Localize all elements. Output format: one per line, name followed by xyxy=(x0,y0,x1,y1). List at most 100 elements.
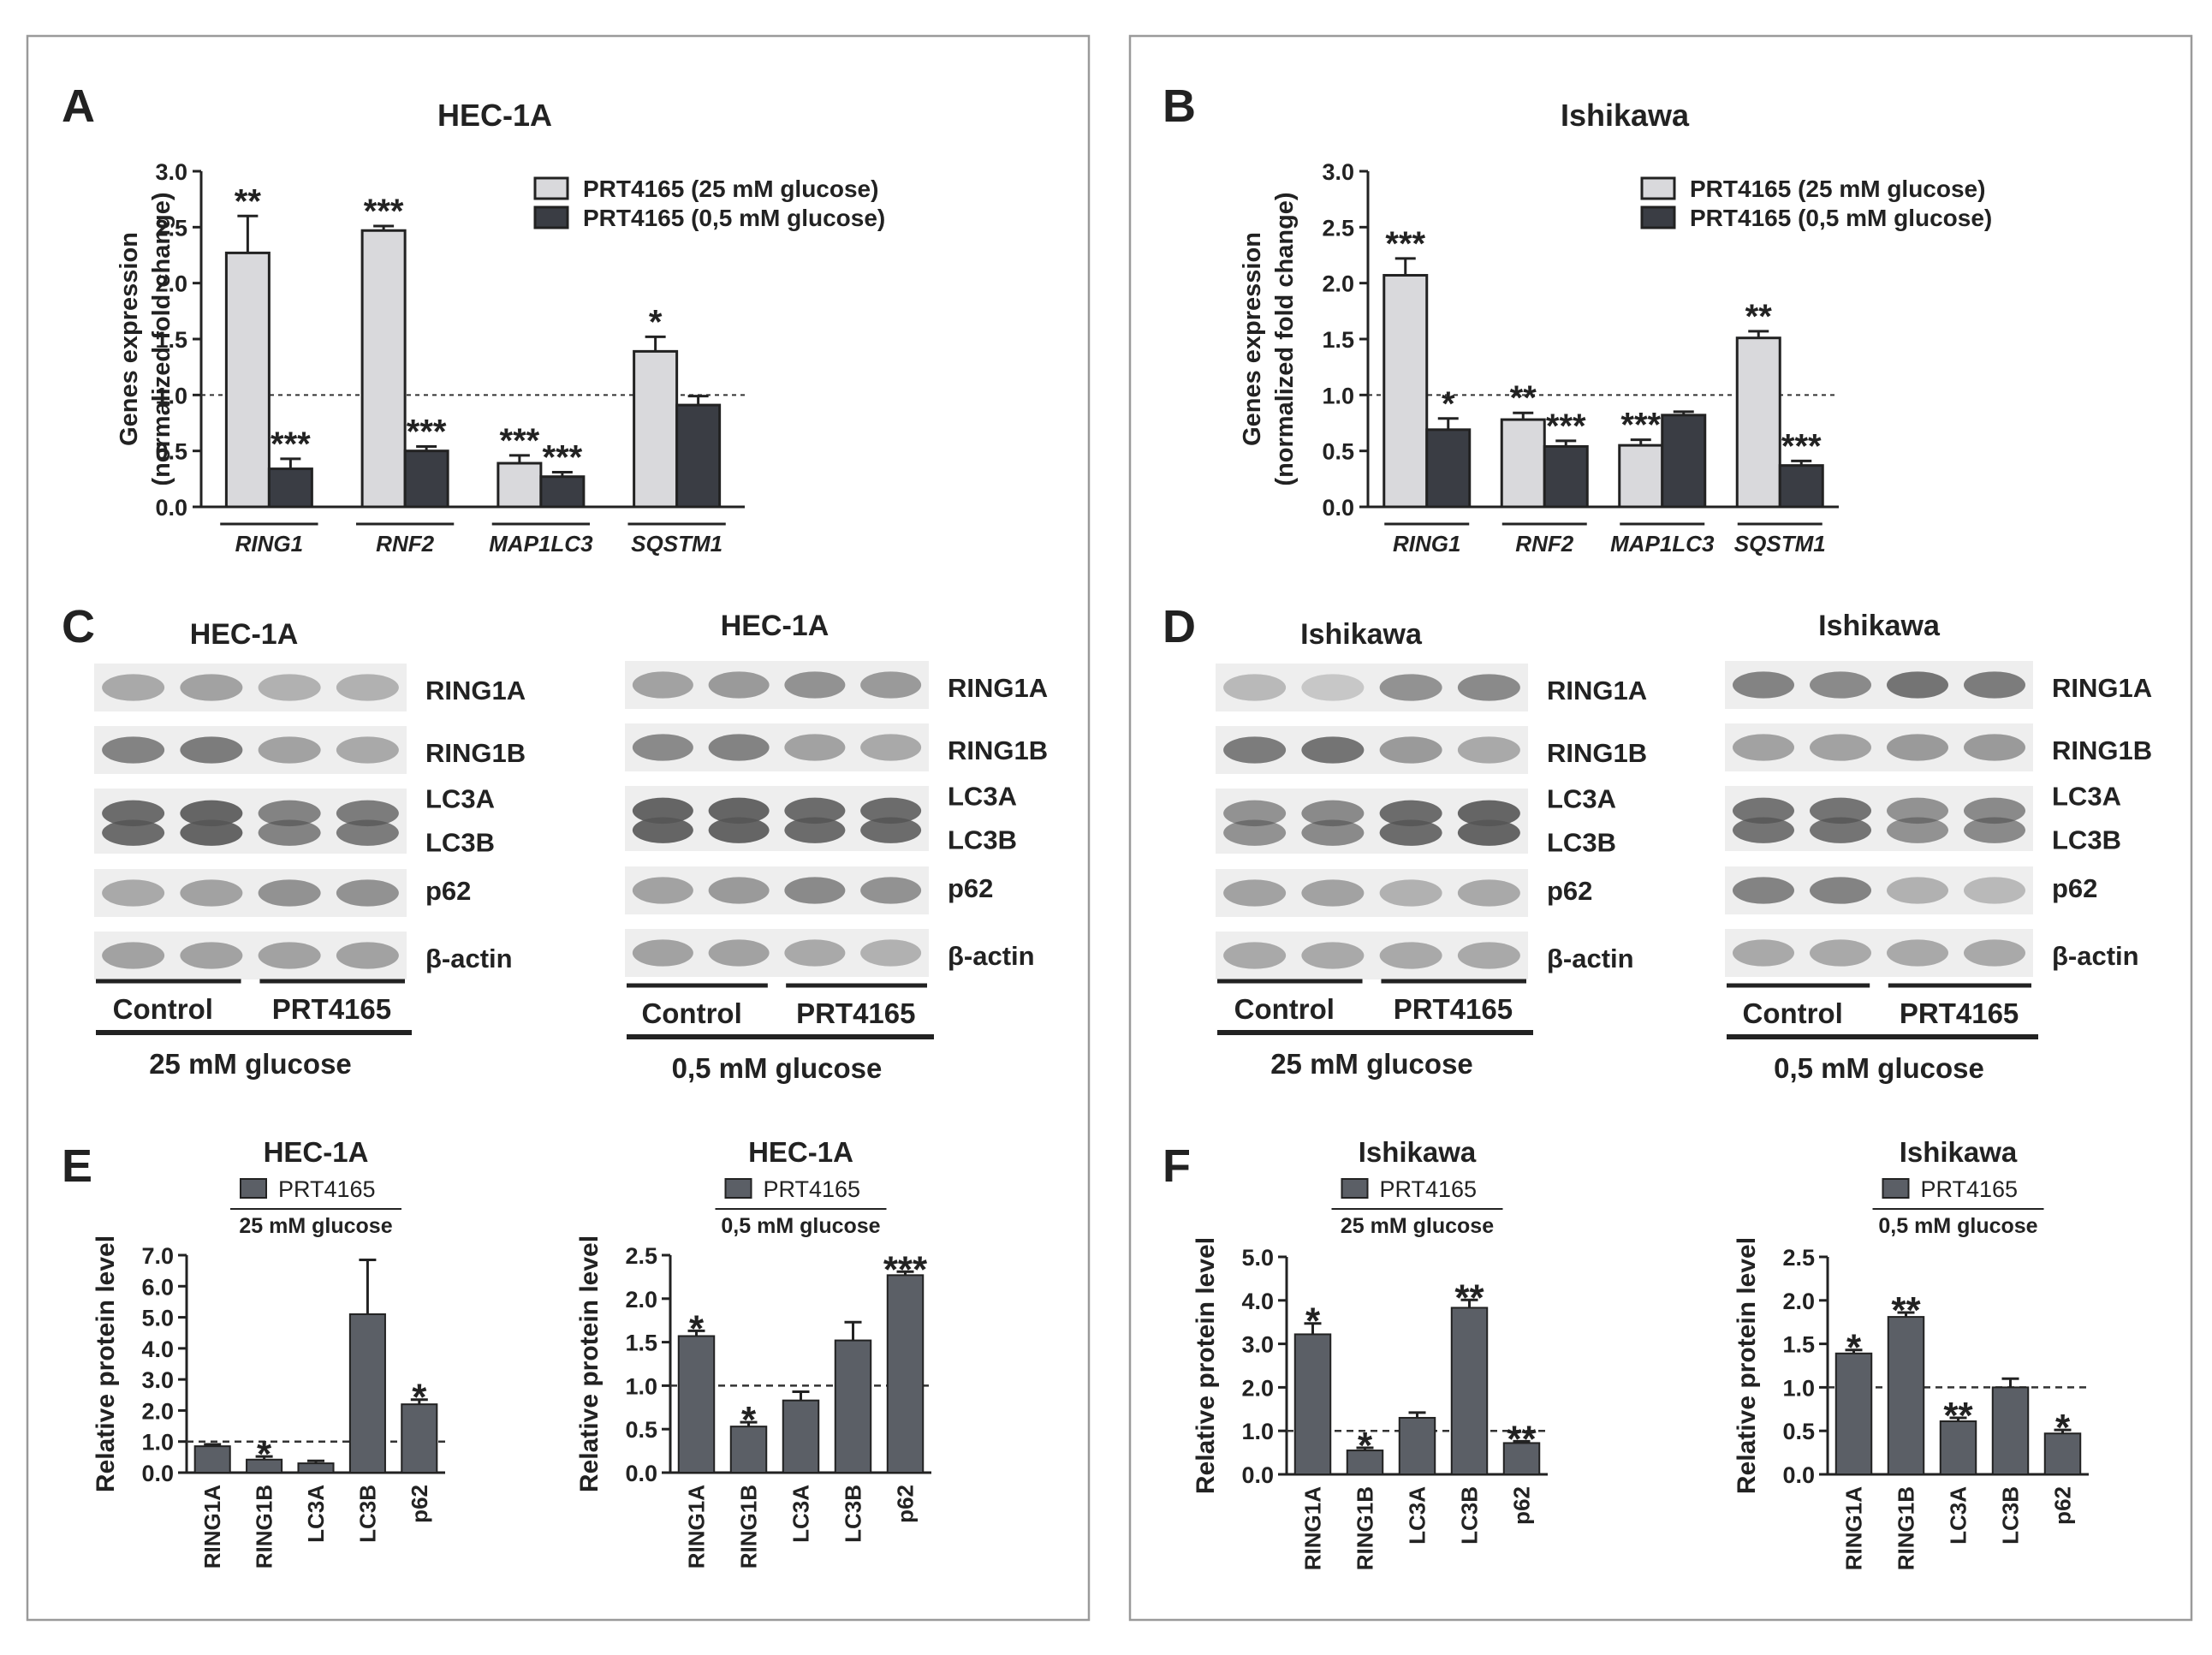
protein-band xyxy=(258,879,321,907)
y-tick-label: 3.0 xyxy=(155,159,187,185)
x-tick-label: RING1A xyxy=(1841,1486,1867,1570)
x-tick-label: RING1B xyxy=(252,1485,277,1569)
protein-band xyxy=(1457,879,1520,907)
significance-marker: ** xyxy=(1745,298,1773,336)
condition-label: 25 mM glucose xyxy=(1270,1048,1473,1080)
protein-band xyxy=(102,879,165,907)
protein-band xyxy=(1964,671,2025,699)
protein-band xyxy=(860,877,922,904)
significance-marker: * xyxy=(689,1307,705,1349)
x-tick-label: MAP1LC3 xyxy=(1610,531,1715,557)
bar xyxy=(497,461,543,509)
protein-band xyxy=(1810,817,1871,843)
y-axis-label: Relative protein level xyxy=(575,1235,604,1492)
protein-band xyxy=(180,819,243,846)
y-tick-label: 2.5 xyxy=(1322,215,1354,241)
x-tick-label: p62 xyxy=(407,1485,432,1523)
chart-title: Ishikawa xyxy=(1900,1136,2018,1168)
x-tick-label: RING1A xyxy=(684,1485,710,1569)
legend-swatch xyxy=(1640,205,1676,229)
y-tick-label: 2.0 xyxy=(1782,1289,1815,1314)
x-tick-label: RING1A xyxy=(1300,1486,1326,1570)
chart-f-0-5mm: Ishikawa PRT4165 0,5 mM glucose Relative pr… xyxy=(1733,1136,2089,1570)
protein-band xyxy=(1733,734,1794,761)
protein-band xyxy=(336,819,399,846)
y-tick-label: 2.0 xyxy=(1241,1375,1274,1401)
protein-band xyxy=(784,817,846,843)
x-tick-label: RING1A xyxy=(199,1485,225,1569)
y-tick-label: 0.0 xyxy=(155,495,187,521)
x-tick-label: RING1B xyxy=(1894,1486,1919,1570)
protein-band xyxy=(102,736,165,764)
protein-band xyxy=(860,939,922,967)
bar xyxy=(677,1335,716,1474)
significance-marker: *** xyxy=(500,422,540,460)
bar xyxy=(539,475,586,509)
significance-marker: * xyxy=(1442,385,1455,423)
protein-band xyxy=(180,674,243,701)
protein-band xyxy=(1887,734,1948,761)
blot-title: HEC-1A xyxy=(721,610,830,642)
legend-label: PRT4165 (25 mM glucose) xyxy=(583,176,878,202)
protein-band xyxy=(860,734,922,761)
x-tick-label: RNF2 xyxy=(1515,531,1573,557)
protein-band xyxy=(1733,817,1794,843)
blot-title: Ishikawa xyxy=(1818,610,1941,642)
bar xyxy=(1450,1307,1489,1476)
x-tick-label: RING1B xyxy=(736,1485,762,1569)
x-tick-label: RNF2 xyxy=(376,531,434,557)
protein-band xyxy=(1223,736,1287,764)
protein-band xyxy=(336,879,399,907)
bar xyxy=(401,1403,438,1473)
protein-band xyxy=(258,736,321,764)
protein-band xyxy=(1379,736,1442,764)
blot-strip xyxy=(1216,932,1528,979)
significance-marker: ** xyxy=(1507,1418,1537,1460)
protein-band xyxy=(1379,674,1442,701)
bar xyxy=(224,251,271,509)
bar xyxy=(1293,1333,1332,1475)
y-tick-label: 2.0 xyxy=(141,1398,174,1424)
bar xyxy=(834,1339,872,1473)
protein-band xyxy=(180,736,243,764)
group-label-control: Control xyxy=(1234,993,1335,1025)
protein-band xyxy=(1223,879,1287,907)
band-label: RING1A xyxy=(948,673,1048,703)
panel-label-a: A xyxy=(62,80,95,132)
protein-band xyxy=(1379,942,1442,969)
protein-band xyxy=(258,674,321,701)
protein-band xyxy=(1301,736,1365,764)
y-tick-label: 1.5 xyxy=(1322,327,1354,353)
band-label: RING1B xyxy=(2052,735,2152,765)
y-tick-label: 3.0 xyxy=(1322,159,1354,185)
group-label-treatment: PRT4165 xyxy=(796,997,915,1029)
y-tick-label: 0.0 xyxy=(1322,495,1354,521)
protein-band xyxy=(784,797,846,825)
protein-band xyxy=(1887,797,1948,825)
protein-band xyxy=(1457,800,1520,827)
band-label: LC3B xyxy=(1547,827,1616,857)
band-label: RING1A xyxy=(2052,673,2152,703)
blot-strip xyxy=(1725,929,2033,977)
bar xyxy=(267,467,313,509)
protein-band xyxy=(1733,671,1794,699)
protein-band xyxy=(336,736,399,764)
x-tick-label: LC3B xyxy=(841,1485,866,1543)
significance-marker: *** xyxy=(1781,427,1822,465)
y-tick-label: 5.0 xyxy=(141,1306,174,1331)
significance-marker: *** xyxy=(407,413,447,450)
x-tick-label: LC3B xyxy=(354,1485,380,1543)
band-label: LC3A xyxy=(1547,783,1616,813)
y-tick-label: 3.0 xyxy=(141,1367,174,1393)
protein-band xyxy=(1810,671,1871,699)
chart-title: Ishikawa xyxy=(1561,98,1690,133)
bar xyxy=(297,1462,335,1473)
protein-band xyxy=(784,939,846,967)
significance-marker: *** xyxy=(364,193,404,230)
protein-band xyxy=(1457,674,1520,701)
bar xyxy=(729,1426,768,1473)
y-tick-label: 0.5 xyxy=(625,1417,657,1443)
protein-band xyxy=(1733,939,1794,967)
condition-label: 25 mM glucose xyxy=(149,1048,352,1080)
band-label: LC3A xyxy=(425,783,495,813)
